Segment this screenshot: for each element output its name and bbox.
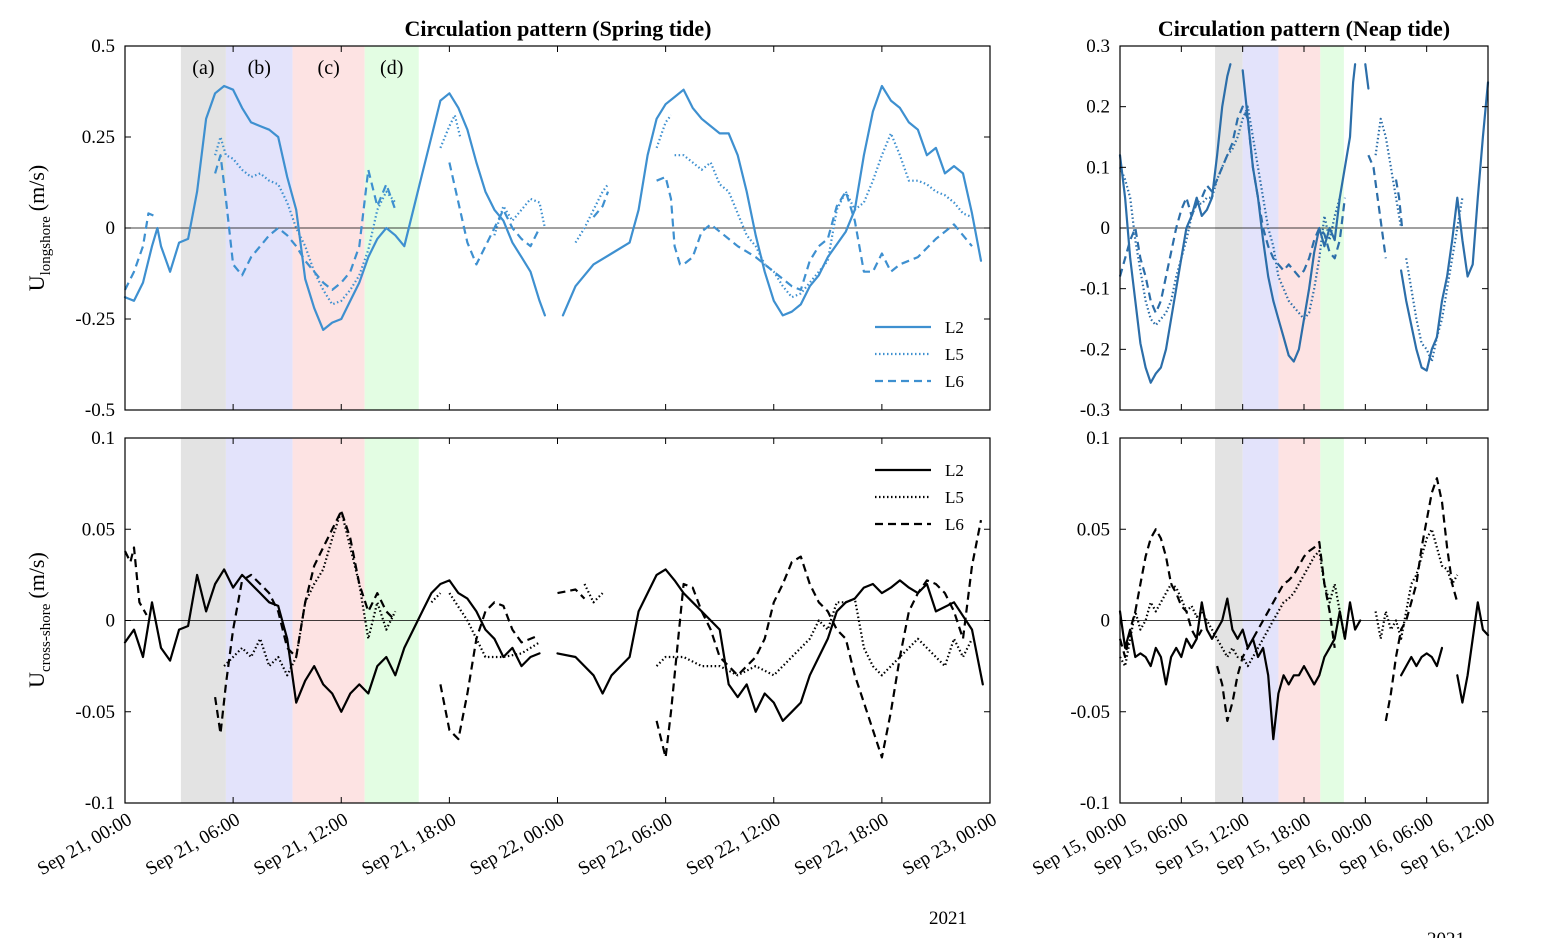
y-tick-label: 0 <box>1101 218 1111 239</box>
y-tick-label: 0.1 <box>1086 157 1110 178</box>
x-tick-label: Sep 23, 00:00 <box>899 809 1000 880</box>
series-l6-line <box>214 154 397 291</box>
x-tick-label: Sep 21, 00:00 <box>34 809 135 880</box>
spring-title: Circulation pattern (Spring tide) <box>405 16 712 41</box>
y-tick-label: -0.2 <box>1080 339 1110 360</box>
legend-label-l5: L5 <box>945 345 964 364</box>
y-tick-label: -0.05 <box>75 702 115 723</box>
y-tick-label: 0.25 <box>82 127 115 148</box>
neap-longshore-panel: -0.3 -0.2 -0.1 0 0.1 0.2 0.3 <box>1080 36 1490 421</box>
band-label: (a) <box>192 57 214 79</box>
series-l5-line <box>1118 105 1341 327</box>
y-tick-label: -0.1 <box>85 793 115 814</box>
series-l6-line <box>1384 477 1459 722</box>
series-l5-line <box>448 592 541 659</box>
svg-text:Ulongshore(m/s): Ulongshore(m/s) <box>24 165 54 292</box>
series-l6-line <box>124 212 158 291</box>
series-l6-line <box>655 519 983 759</box>
legend-label-l2: L2 <box>945 318 964 337</box>
spring-year-label: 2021 <box>929 908 967 929</box>
series-l2-line <box>1400 81 1490 372</box>
legend-label-l6: L6 <box>945 372 964 391</box>
spring-ylabel-top: Ulongshore(m/s) <box>24 165 54 292</box>
series-l2-line <box>123 84 546 331</box>
series-l6-line <box>214 509 397 735</box>
band-label: (b) <box>248 57 271 79</box>
series-l2-line <box>561 84 983 317</box>
series-l5-line <box>493 197 546 236</box>
series-l2-line <box>1241 63 1357 363</box>
series-l6-line <box>448 162 541 266</box>
series-l6-line <box>557 588 586 600</box>
y-tick-label: 0.05 <box>82 519 115 540</box>
y-tick-label: 0.05 <box>1077 519 1110 540</box>
series-l5-line <box>674 132 973 299</box>
y-tick-label: -0.1 <box>1080 279 1110 300</box>
x-tick-label: Sep 21, 06:00 <box>142 809 243 880</box>
series-l6-line <box>439 601 540 741</box>
y-tick-label: 0.5 <box>91 36 115 57</box>
band-label: (c) <box>318 57 340 79</box>
neap-title: Circulation pattern (Neap tide) <box>1158 16 1450 41</box>
series-l5-line <box>430 592 442 604</box>
series-l5-line <box>655 114 672 149</box>
series-l6-line <box>592 191 610 218</box>
y-tick-label: -0.1 <box>1080 793 1110 814</box>
series-l6-line <box>124 546 148 616</box>
y-tick-label: 0.1 <box>91 428 115 449</box>
series-l2-line <box>123 568 541 713</box>
series-l6-line <box>1118 105 1346 314</box>
series-l2-line <box>1400 646 1444 677</box>
series-l5-line <box>1405 197 1464 363</box>
series-l5-line <box>223 509 397 677</box>
series-l2-line <box>556 568 984 722</box>
series-l2-line <box>1364 63 1370 90</box>
series-l5-line <box>655 597 973 677</box>
x-tick-label: Sep 21, 18:00 <box>358 809 459 880</box>
series-l5-line <box>583 583 604 604</box>
series-l5-line <box>439 114 462 149</box>
y-tick-label: 0.3 <box>1086 36 1110 57</box>
series-l6-line <box>1118 528 1203 659</box>
y-tick-label: 0 <box>106 218 116 239</box>
series-l6-line <box>656 175 973 291</box>
x-tick-label: Sep 22, 18:00 <box>791 809 892 880</box>
series-l2-line <box>1456 601 1490 704</box>
y-tick-label: -0.05 <box>1070 702 1110 723</box>
series-l2-line <box>1118 63 1232 384</box>
series-l5-line <box>1119 550 1346 668</box>
x-tick-label: Sep 22, 06:00 <box>575 809 676 880</box>
spring-longshore-panel: (a) (b) (c) (d) -0.5 -0.25 0 0.25 0.5 L2 L5 L6 <box>75 36 991 421</box>
series-l5-line <box>574 183 609 244</box>
y-tick-label: 0 <box>106 611 116 632</box>
neap-year-label: 2021 <box>1427 929 1465 938</box>
band-label: (d) <box>380 57 403 79</box>
y-tick-label: -0.5 <box>85 400 115 421</box>
spring-cross-shore-panel: -0.1 -0.05 0 0.05 0.1 Sep 21, 00:00 Sep 21, 06… <box>34 428 1000 880</box>
legend-label-l6: L6 <box>945 515 964 534</box>
spring-ylabel-bottom: Ucross-shore(m/s) <box>24 552 54 688</box>
legend-label-l2: L2 <box>945 461 964 480</box>
svg-text:Ucross-shore(m/s): Ucross-shore(m/s) <box>24 552 54 688</box>
series-l2-line <box>1118 597 1362 741</box>
series-l6-line <box>1216 540 1336 722</box>
series-l5-line <box>1374 528 1459 640</box>
x-tick-label: Sep 22, 12:00 <box>683 809 784 880</box>
y-tick-label: 0 <box>1101 611 1111 632</box>
x-tick-label: Sep 21, 12:00 <box>250 809 351 880</box>
series-l5-line <box>214 135 397 306</box>
y-tick-label: -0.25 <box>75 309 115 330</box>
series-l6-line <box>1394 179 1404 229</box>
legend-label-l5: L5 <box>945 488 964 507</box>
x-tick-label: Sep 22, 00:00 <box>467 809 568 880</box>
series-l6-line <box>1367 154 1387 259</box>
y-tick-label: 0.2 <box>1086 97 1110 118</box>
y-tick-label: -0.3 <box>1080 400 1110 421</box>
y-tick-label: 0.1 <box>1086 428 1110 449</box>
